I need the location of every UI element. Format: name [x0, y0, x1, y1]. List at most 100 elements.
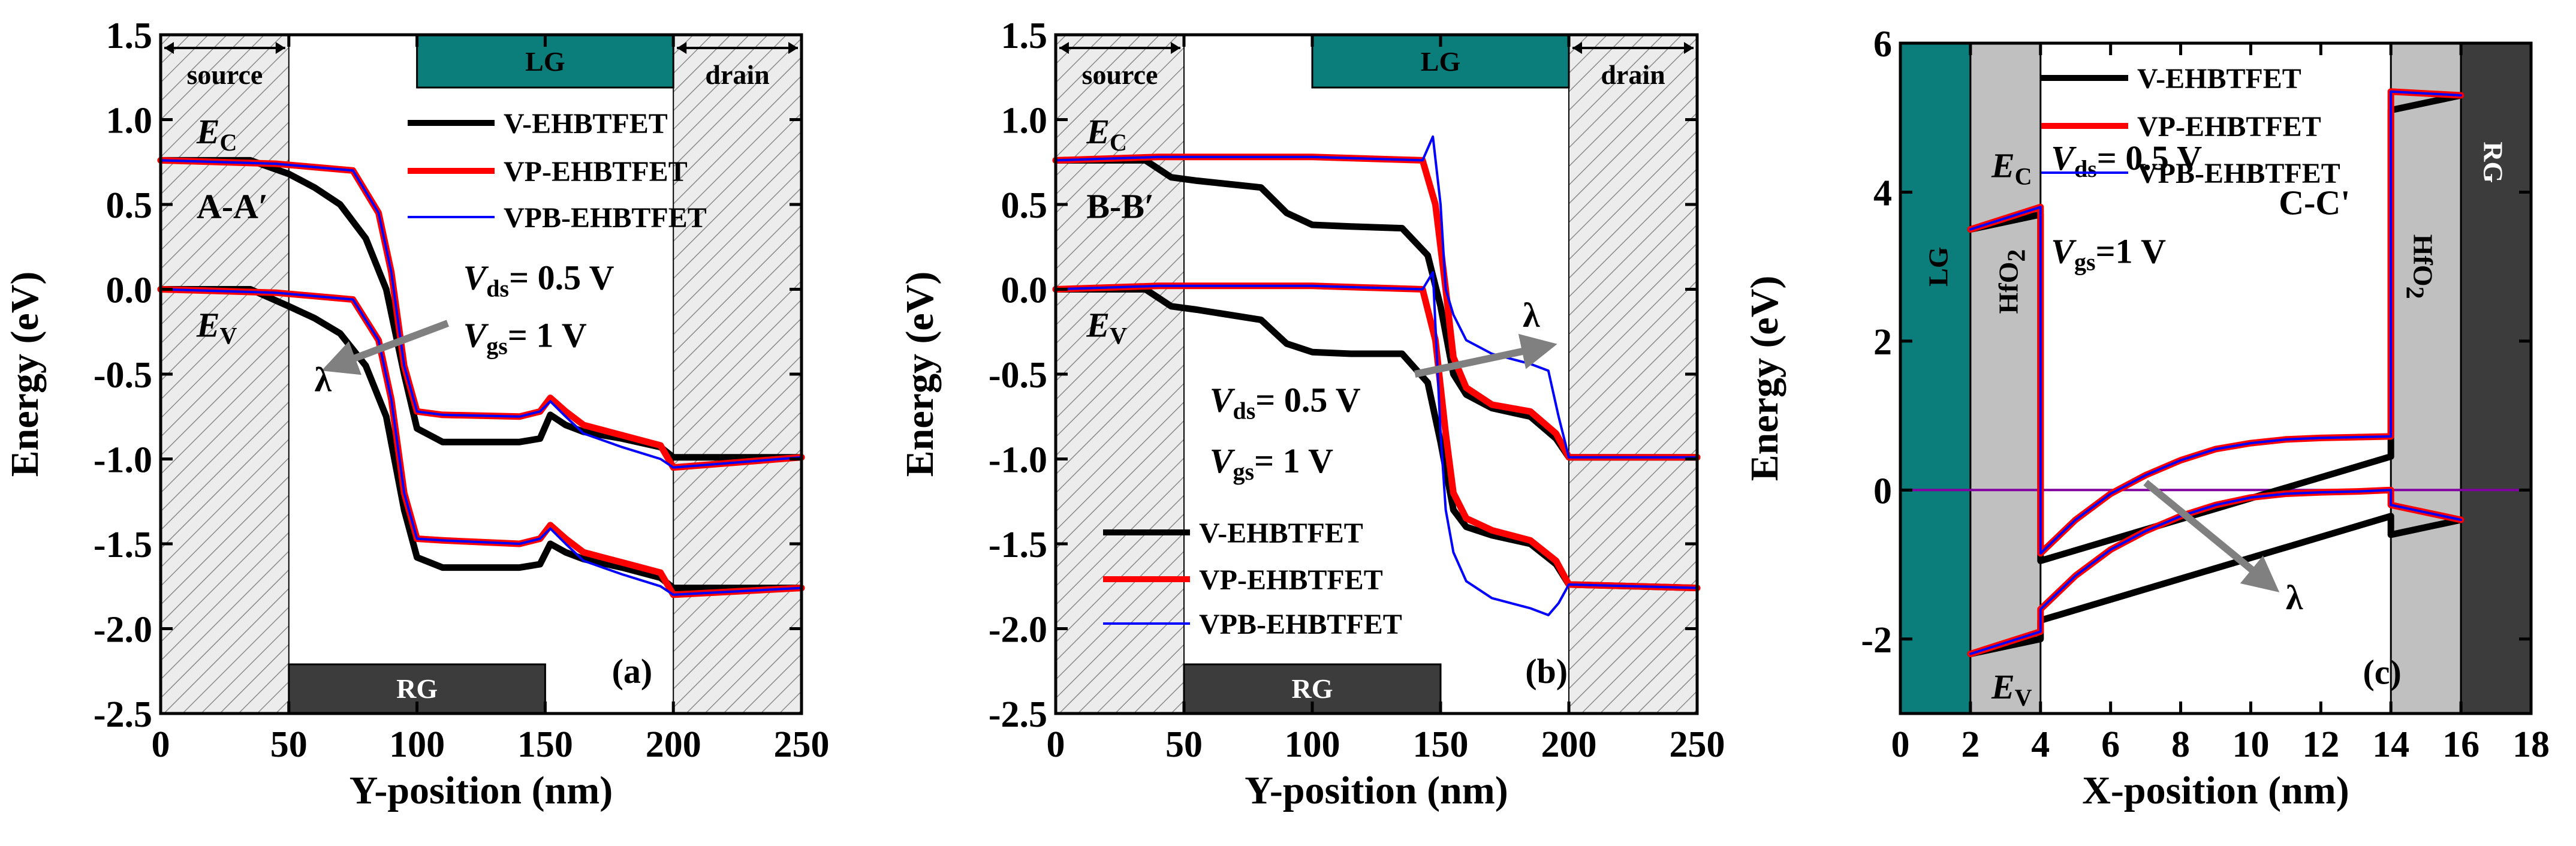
vds-val: = 0.5 V [1255, 380, 1361, 419]
right-oxide-text: HfO [2408, 234, 2439, 287]
section-label: A-A′ [197, 187, 268, 226]
span-arrowhead [1059, 42, 1069, 54]
lambda-arrow [2143, 480, 2280, 592]
span-arrowhead [1171, 42, 1180, 54]
vds-val: = 0.5 V [2097, 139, 2203, 177]
series-vpb-ehbtfet-ev [159, 288, 803, 596]
vds-v: V [1210, 380, 1236, 419]
vds-label: Vds= 0.5 V [1210, 380, 1361, 424]
annotations-a: A-A′ EC EV Vds= 0.5 V Vgs= 1 V λ (a) [196, 112, 652, 691]
panel-b: LG RG source drain 0 50 100 150 200 250 1.5 1.0… [898, 16, 1725, 812]
x-axis-title: X-position (nm) [2082, 769, 2349, 812]
axes-b: 0 50 100 150 200 250 1.5 1.0 0.5 0.0 -0.5 -1.0 -1.5 -… [989, 16, 1725, 765]
x-axis-title: Y-position (nm) [350, 769, 613, 812]
vds-v: V [2051, 139, 2077, 177]
series-b [1052, 135, 1701, 616]
x-tick-label: 8 [2171, 724, 2190, 765]
ec-label: EC [1991, 146, 2032, 190]
x-tick-label: 100 [389, 724, 445, 765]
span-arrowhead [1572, 42, 1582, 54]
ec-label-sub: C [1110, 129, 1127, 156]
section-label: C-C' [2279, 183, 2350, 222]
x-tick-label: 50 [1165, 724, 1203, 765]
vds-val: = 0.5 V [509, 258, 614, 297]
ec-label-sub: C [2015, 163, 2032, 190]
vgs-label: Vgs= 1 V [1210, 441, 1333, 485]
span-arrowhead [1684, 42, 1694, 54]
annotations-c: C-C' EC EV Vds= 0.5 V Vgs=1 V λ (c) [1991, 139, 2402, 711]
vds-label: Vds= 0.5 V [463, 258, 614, 302]
rg-gate-label: RG [1292, 673, 1333, 704]
source-hatch-region [161, 35, 289, 713]
y-tick-label: -1.5 [989, 525, 1047, 565]
series-v-ehbtfet-ev [157, 286, 805, 592]
ev-label-e: E [1991, 667, 2015, 706]
lg-gate-label: LG [1421, 46, 1460, 77]
y-tick-label: -1.5 [94, 525, 152, 565]
ev-label-sub: V [2015, 684, 2032, 711]
series-vpb-ehbtfet-ec [1969, 90, 2463, 555]
series-v-ehbtfet-ev [1967, 513, 2464, 658]
ev-label: EV [196, 306, 237, 350]
series-v-ehbtfet-ec [1967, 92, 2464, 564]
y-tick-label: 0.5 [106, 185, 153, 226]
x-tick-label: 250 [774, 724, 830, 765]
legend-label-vp: VP-EHBTFET [2137, 111, 2321, 143]
vgs-val: =1 V [2096, 231, 2167, 270]
panel-label: (b) [1525, 652, 1568, 691]
source-label: source [186, 59, 263, 90]
vgs-sub: gs [2074, 248, 2096, 275]
y-tick-label: -1.0 [989, 440, 1047, 481]
vgs-sub: gs [486, 333, 508, 360]
vgs-label: Vgs=1 V [2051, 231, 2166, 275]
y-tick-label: -2.5 [94, 694, 152, 735]
regions-a: LG RG source drain [161, 34, 802, 715]
x-tick-label: 0 [152, 724, 170, 765]
x-tick-label: 150 [1413, 724, 1469, 765]
plot-frame [1899, 41, 2533, 715]
ec-label-e: E [1086, 112, 1110, 151]
left-oxide-text: HfO [1993, 262, 2023, 314]
span-arrowhead [677, 42, 687, 54]
vgs-v: V [1210, 441, 1236, 480]
vgs-v: V [463, 316, 489, 355]
series-vpb-ehbtfet-ec [1054, 135, 1698, 459]
span-arrowhead [275, 42, 285, 54]
x-tick-label: 6 [2101, 724, 2120, 765]
right-oxide-label: HfO2 [2401, 234, 2439, 299]
vgs-sub: gs [1233, 458, 1254, 485]
series-vpb-ehbtfet-ev [1054, 271, 1698, 616]
x-tick-label: 200 [1541, 724, 1597, 765]
vds-sub: ds [2074, 155, 2097, 182]
legend-label-v: V-EHBTFET [504, 108, 668, 140]
axes-c: 0 2 4 6 8 10 12 14 16 18 6 4 2 0 -2 [1861, 24, 2550, 765]
ev-label: EV [1991, 667, 2032, 711]
x-tick-label: 250 [1670, 724, 1725, 765]
vgs-v: V [2051, 231, 2077, 270]
lambda-arrow [321, 320, 450, 375]
x-tick-label: 150 [517, 724, 573, 765]
panel-label: (c) [2363, 652, 2401, 691]
vgs-val: = 1 V [508, 316, 587, 355]
series-vpb-ehbtfet-ec [159, 159, 803, 469]
y-tick-label: 1.0 [1001, 101, 1048, 141]
legend-label-vpb: VPB-EHBTFET [2137, 158, 2340, 189]
legend-a: V-EHBTFET VP-EHBTFET VPB-EHBTFET [408, 108, 707, 234]
ec-label: EC [196, 112, 237, 156]
x-tick-label: 50 [270, 724, 308, 765]
vds-sub: ds [486, 275, 509, 302]
legend-b: V-EHBTFET VP-EHBTFET VPB-EHBTFET [1103, 517, 1402, 640]
rg-gate-label: RG [396, 673, 438, 704]
panel-a: LG RG source drain 0 50 100 150 200 250 1.5 1.0… [3, 16, 830, 812]
left-oxide-sub: 2 [2003, 249, 2030, 262]
x-tick-label: 0 [1047, 724, 1065, 765]
source-label: source [1082, 59, 1158, 90]
x-tick-label: 16 [2442, 724, 2479, 765]
right-oxide-region [2390, 42, 2462, 715]
legend-label-vpb: VPB-EHBTFET [1199, 609, 1402, 640]
y-axis-title: Energy (eV) [3, 272, 47, 477]
y-tick-label: 0 [1873, 471, 1892, 511]
series-c [1899, 88, 2532, 658]
